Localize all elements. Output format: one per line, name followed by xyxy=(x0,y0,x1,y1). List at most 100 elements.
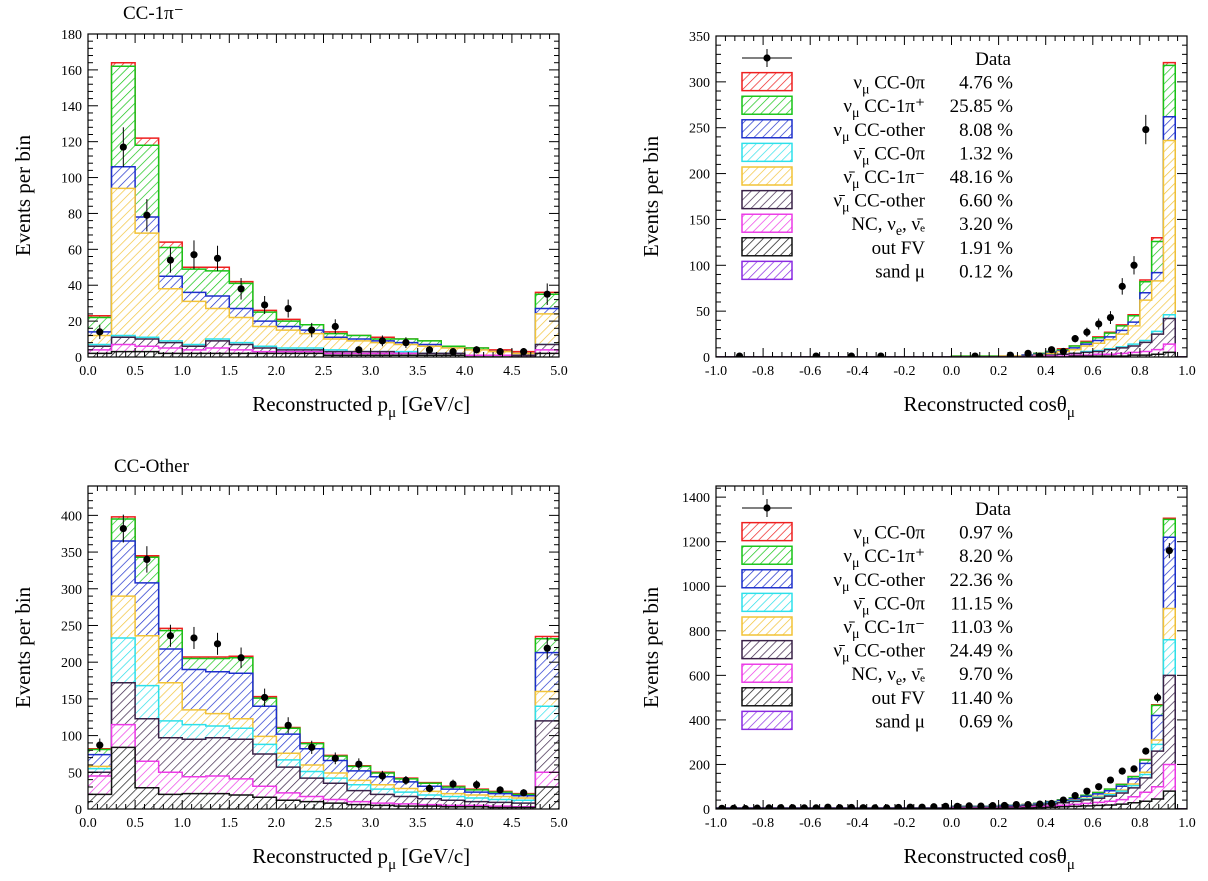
legend-data-label: Data xyxy=(975,49,1011,70)
legend-label-outfv: out FV xyxy=(872,238,926,259)
data-point xyxy=(379,772,386,779)
x-tick-label: 5.0 xyxy=(550,364,568,379)
data-point xyxy=(789,804,796,811)
legend-pct-outfv: 11.40 % xyxy=(950,688,1013,709)
y-axis-label: Events per bin xyxy=(11,586,35,708)
data-point xyxy=(718,805,725,812)
data-point xyxy=(449,780,456,787)
y-tick-label: 180 xyxy=(61,28,82,43)
data-point xyxy=(730,805,737,812)
data-point xyxy=(848,804,855,811)
legend-label-nubar_ccother: ν̄μ CC-other xyxy=(833,191,925,216)
plot-area xyxy=(88,515,559,809)
legend-label-outfv: out FV xyxy=(872,688,926,709)
y-tick-label: 0 xyxy=(75,803,82,818)
legend-pct-sand: 0.12 % xyxy=(959,261,1013,282)
x-tick-label: -1.0 xyxy=(705,364,727,379)
legend-label-nu_ccother: νμ CC-other xyxy=(833,570,925,595)
data-point xyxy=(1095,783,1102,790)
x-tick-label: 0.8 xyxy=(1131,816,1149,831)
data-point xyxy=(237,654,244,661)
x-tick-label: 0.6 xyxy=(1084,364,1102,379)
x-tick-label: 2.0 xyxy=(268,816,286,831)
x-tick-label: 4.5 xyxy=(503,816,521,831)
data-point xyxy=(261,694,268,701)
data-point xyxy=(308,326,315,333)
x-tick-label: 1.0 xyxy=(173,364,191,379)
bar-outfv xyxy=(1128,803,1140,809)
y-tick-label: 50 xyxy=(68,766,82,781)
data-points xyxy=(736,115,1149,360)
x-tick-label: 3.0 xyxy=(362,364,380,379)
legend-swatch-sand xyxy=(742,261,792,279)
bar-outfv xyxy=(324,803,348,809)
y-tick-label: 0 xyxy=(703,803,710,818)
x-tick-label: -0.2 xyxy=(893,364,915,379)
bar-outfv xyxy=(135,352,159,357)
legend-label-nu_cc0pi: νμ CC-0π xyxy=(853,523,925,548)
legend-label-nubar_cc0pi: ν̄μ CC-0π xyxy=(853,593,925,618)
legend-swatch-nubar_cc1pi xyxy=(742,167,792,185)
legend-swatch-sand xyxy=(742,711,792,729)
bar-outfv xyxy=(206,794,230,809)
bar-outfv xyxy=(182,794,206,809)
x-tick-label: -0.6 xyxy=(799,816,821,831)
x-tick-label: -0.8 xyxy=(752,364,774,379)
data-point xyxy=(1107,314,1114,321)
x-tick-label: 0.6 xyxy=(1084,816,1102,831)
data-point xyxy=(544,645,551,652)
legend-swatch-outfv xyxy=(742,688,792,706)
data-point xyxy=(1142,747,1149,754)
y-tick-label: 400 xyxy=(61,509,82,524)
legend-swatch-nubar_cc0pi xyxy=(742,143,792,161)
data-point xyxy=(1072,792,1079,799)
data-point xyxy=(120,143,127,150)
y-tick-label: 1400 xyxy=(682,491,710,506)
legend-label-nu_ccother: νμ CC-other xyxy=(833,120,925,145)
bar-outfv xyxy=(253,797,277,809)
legend-pct-nubar_ccother: 6.60 % xyxy=(959,191,1013,212)
y-tick-label: 100 xyxy=(689,259,710,274)
y-tick-label: 150 xyxy=(689,213,710,228)
data-point xyxy=(214,640,221,647)
bar-outfv xyxy=(1140,801,1152,809)
data-point xyxy=(777,804,784,811)
y-tick-label: 20 xyxy=(68,315,82,330)
x-tick-label: 4.0 xyxy=(456,364,474,379)
data-point xyxy=(918,804,925,811)
data-point xyxy=(848,352,855,359)
y-tick-label: 200 xyxy=(689,758,710,773)
x-tick-label: -0.8 xyxy=(752,816,774,831)
x-tick-label: 0.8 xyxy=(1131,364,1149,379)
y-tick-label: 150 xyxy=(61,693,82,708)
data-point xyxy=(285,305,292,312)
data-point xyxy=(736,352,743,359)
x-tick-label: 0.2 xyxy=(990,364,1008,379)
data-point xyxy=(836,804,843,811)
data-point xyxy=(754,805,761,812)
legend-swatch-nubar_cc1pi xyxy=(742,617,792,635)
x-tick-label: -0.4 xyxy=(846,364,868,379)
legend-pct-nubar_ccother: 24.49 % xyxy=(950,641,1014,662)
data-point xyxy=(402,777,409,784)
data-point xyxy=(96,742,103,749)
x-tick-label: 4.5 xyxy=(503,364,521,379)
y-tick-label: 0 xyxy=(75,351,82,366)
data-point xyxy=(1119,768,1126,775)
x-tick-label: 1.0 xyxy=(1178,364,1196,379)
data-point xyxy=(1036,352,1043,359)
x-tick-label: 1.0 xyxy=(173,816,191,831)
x-tick-label: -1.0 xyxy=(705,816,727,831)
x-tick-label: 0.0 xyxy=(79,816,97,831)
data-point xyxy=(989,802,996,809)
data-point xyxy=(1166,547,1173,554)
data-point xyxy=(544,291,551,298)
legend-label-sand: sand μ xyxy=(875,711,925,732)
y-tick-label: 300 xyxy=(61,583,82,598)
data-point xyxy=(379,337,386,344)
x-tick-label: 1.0 xyxy=(1178,816,1196,831)
legend-pct-nu_ccother: 22.36 % xyxy=(950,570,1014,591)
